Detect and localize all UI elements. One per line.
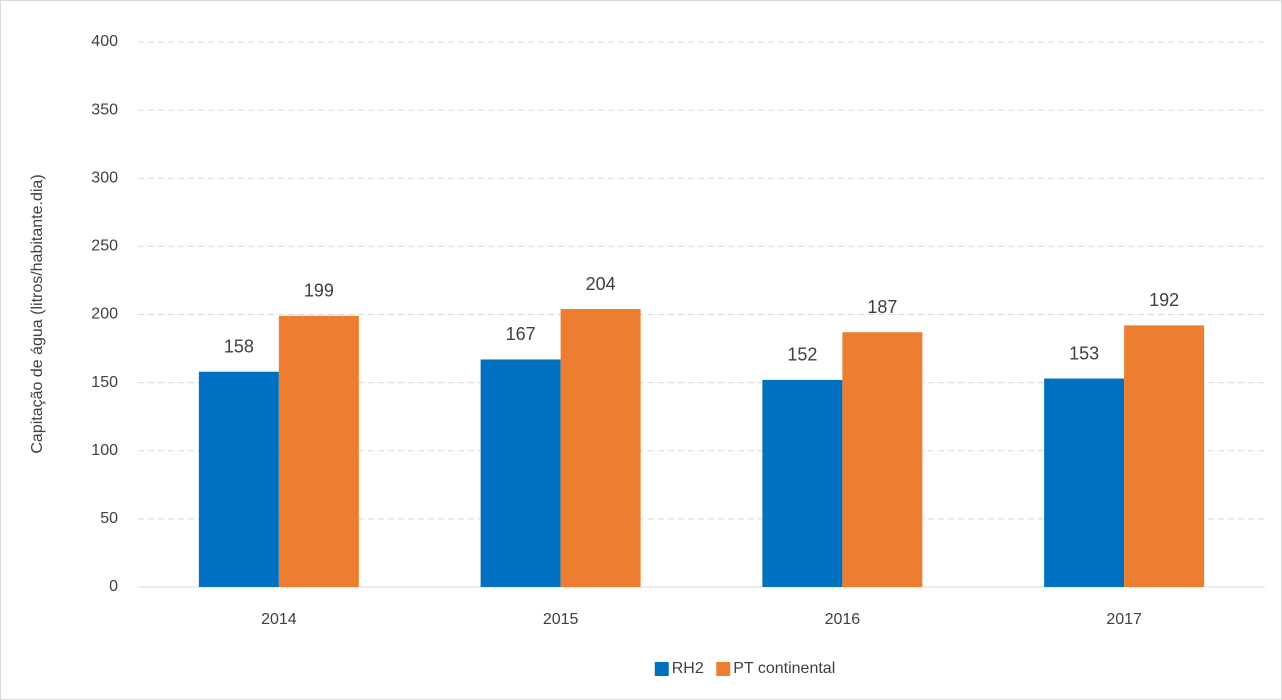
bar <box>762 379 843 587</box>
x-tick-label: 2017 <box>1106 611 1142 628</box>
y-tick-label: 50 <box>100 510 118 527</box>
y-tick-label: 100 <box>91 442 118 459</box>
data-label: 199 <box>304 281 334 301</box>
data-label: 192 <box>1149 290 1179 310</box>
bar <box>480 359 561 587</box>
bar <box>842 332 923 587</box>
data-label: 158 <box>224 336 254 356</box>
y-axis-label: Capitação de água (litros/habitante.dia) <box>29 174 46 453</box>
data-label: 204 <box>586 274 616 294</box>
bar <box>198 371 279 587</box>
data-label: 152 <box>787 345 817 365</box>
bar <box>1044 378 1125 587</box>
legend-label: PT continental <box>733 660 835 677</box>
y-tick-label: 150 <box>91 374 118 391</box>
y-tick-label: 250 <box>91 238 118 255</box>
data-label: 167 <box>506 324 536 344</box>
bar <box>278 315 359 587</box>
data-label: 153 <box>1069 343 1099 363</box>
y-tick-label: 350 <box>91 101 118 118</box>
bar <box>560 309 641 587</box>
y-tick-label: 200 <box>91 306 118 323</box>
x-tick-label: 2016 <box>825 611 861 628</box>
legend-label: RH2 <box>672 660 704 677</box>
y-tick-label: 400 <box>91 33 118 50</box>
legend-swatch <box>654 662 669 676</box>
bar <box>1124 325 1205 587</box>
x-tick-label: 2015 <box>543 611 579 628</box>
y-tick-label: 0 <box>109 578 118 595</box>
x-tick-label: 2014 <box>261 611 297 628</box>
data-label: 187 <box>867 297 897 317</box>
legend-swatch <box>716 662 731 676</box>
y-tick-label: 300 <box>91 169 118 186</box>
